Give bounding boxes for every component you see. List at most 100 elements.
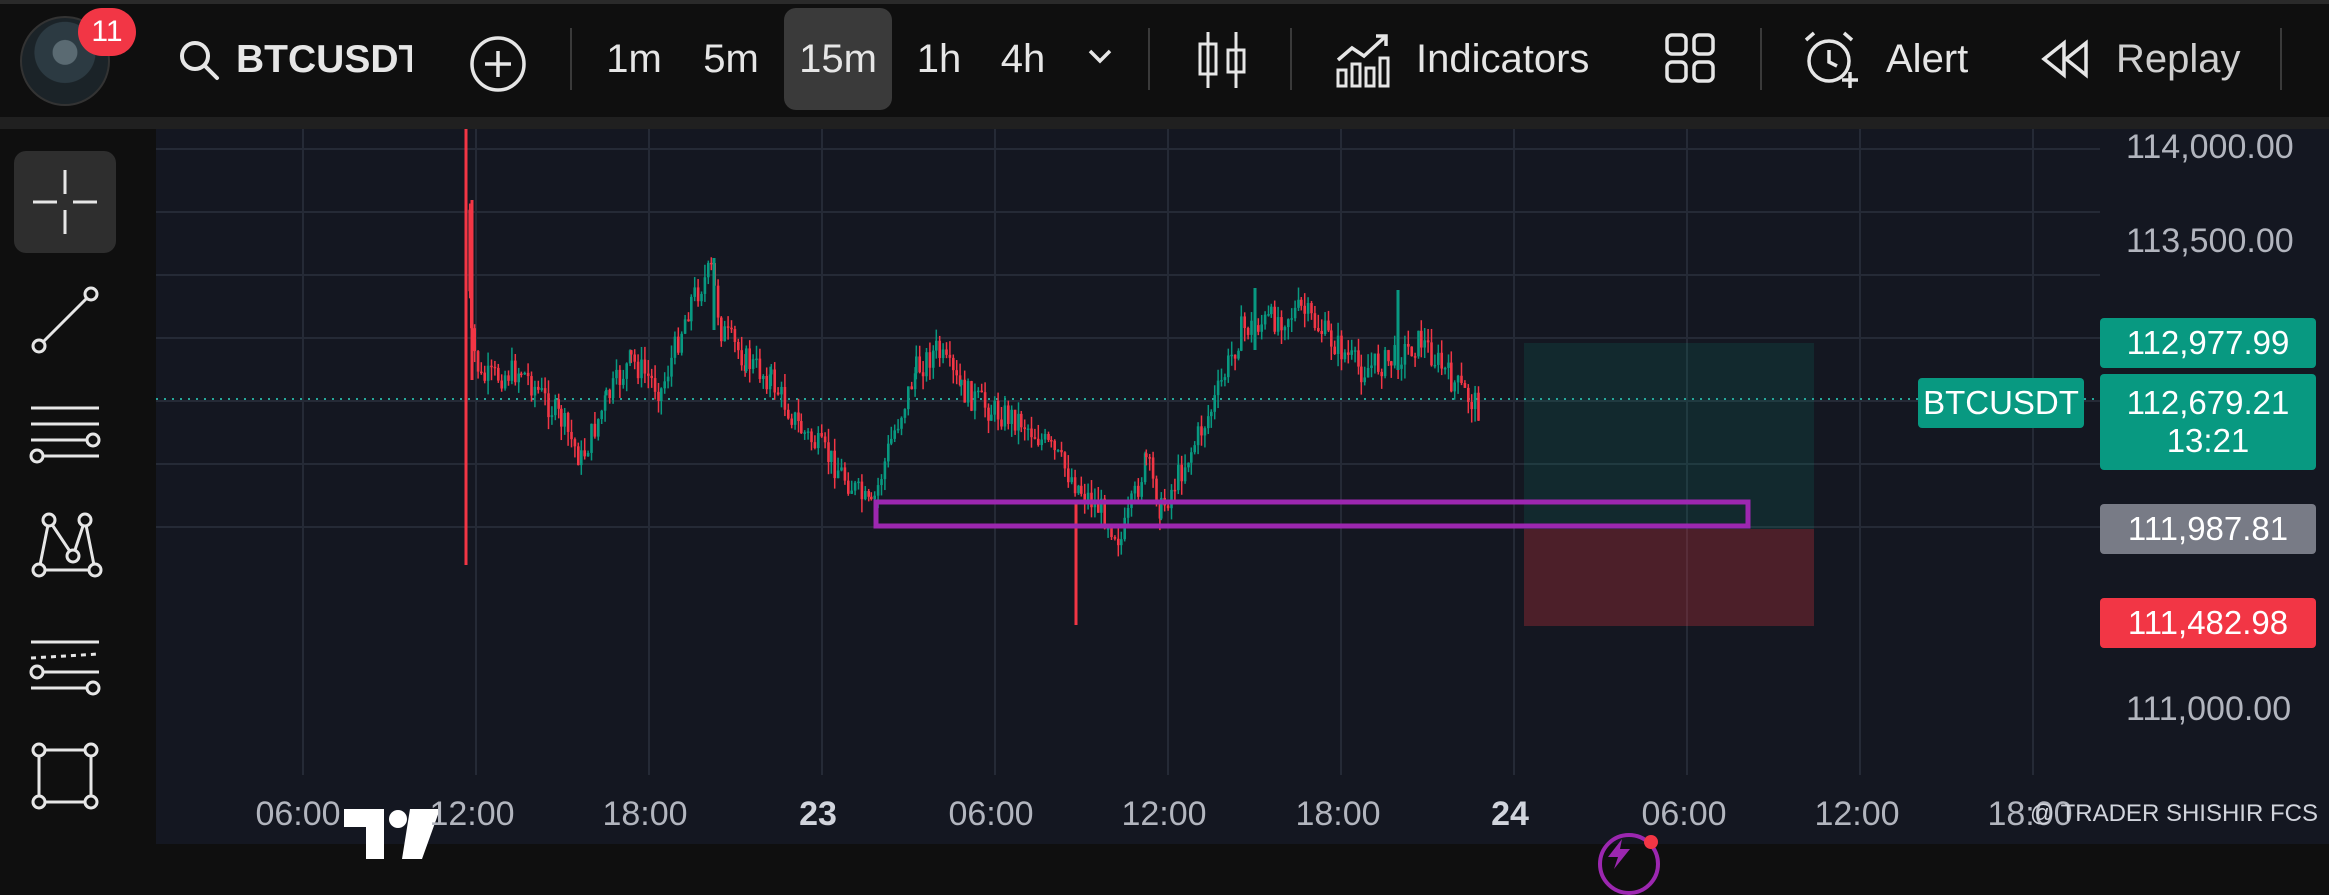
candle-body <box>780 386 783 395</box>
candle-body <box>1267 314 1270 316</box>
drawing-toolbar <box>0 129 144 844</box>
candle-body <box>1353 350 1357 352</box>
candle-body <box>622 378 625 385</box>
notification-badge: 11 <box>78 8 136 56</box>
candle-body <box>1343 352 1347 360</box>
add-symbol-button[interactable] <box>468 34 528 94</box>
candle-body <box>603 395 607 411</box>
candle-body <box>941 349 945 358</box>
candle-body <box>520 373 523 376</box>
candle-body <box>1417 330 1420 357</box>
candle-body <box>918 356 921 373</box>
rectangle-tool[interactable] <box>14 725 116 827</box>
candle-body <box>628 350 632 364</box>
candle-body <box>630 350 633 355</box>
candle-body <box>830 450 833 462</box>
current-price-tag: 112,679.21 13:21 <box>2100 374 2316 470</box>
candle-body <box>577 446 580 466</box>
candle-body <box>533 386 537 396</box>
candle-body <box>1103 498 1106 529</box>
pattern-tool[interactable] <box>14 495 116 597</box>
indicators-button[interactable]: Indicators <box>1334 24 1589 94</box>
candle-body <box>1246 328 1250 335</box>
candle-body <box>1463 383 1467 388</box>
candle-body <box>758 358 762 380</box>
candle-body <box>550 415 554 418</box>
candle-body <box>1158 504 1162 519</box>
candle-body <box>573 439 577 447</box>
candle-body <box>1145 453 1148 458</box>
candle-body <box>586 452 590 457</box>
candle-body <box>1040 439 1043 446</box>
candle-body <box>1470 402 1473 410</box>
candle-body <box>751 359 755 369</box>
candle-body <box>1183 467 1187 482</box>
candle-body <box>762 375 765 380</box>
candle-body <box>608 389 611 399</box>
candle-body <box>843 467 847 481</box>
candle-body <box>1366 367 1370 378</box>
current-price: 112,679.21 <box>2126 384 2290 421</box>
trend-line-tool[interactable] <box>14 269 116 371</box>
target-price-tag: 112,977.99 <box>2100 318 2316 368</box>
interval-5m[interactable]: 5m <box>703 36 759 81</box>
candle-body <box>493 366 497 369</box>
candle-body <box>1020 413 1023 428</box>
chart-type-button[interactable] <box>1192 28 1252 92</box>
lightning-icon <box>1608 839 1630 869</box>
candle-body <box>1363 377 1366 383</box>
candle-body <box>1413 356 1417 358</box>
candle-body <box>1151 457 1155 479</box>
time-axis-label: 18:00 <box>602 795 688 833</box>
candle-body <box>1180 464 1183 482</box>
crosshair-tool[interactable] <box>14 151 116 253</box>
candle-body <box>677 336 680 353</box>
chart-pane[interactable] <box>156 129 2329 895</box>
candle-body <box>723 326 726 342</box>
candle-body <box>615 369 618 379</box>
fib-tool[interactable] <box>14 613 116 715</box>
candle-body <box>1426 340 1430 343</box>
candle-body <box>557 399 560 409</box>
candle-body <box>1407 343 1410 347</box>
interval-1h[interactable]: 1h <box>916 36 962 81</box>
candle-body <box>636 361 640 379</box>
candle-body <box>903 409 907 418</box>
tradingview-logo-icon <box>344 809 440 859</box>
interval-4h[interactable]: 4h <box>1000 36 1046 81</box>
time-axis-label: 06:00 <box>255 795 341 833</box>
candle-body <box>921 372 925 377</box>
replay-button[interactable]: Replay <box>2040 24 2241 94</box>
more-intervals-button[interactable] <box>1080 36 1120 76</box>
candle-body <box>1393 345 1396 366</box>
layouts-button[interactable] <box>1664 32 1716 84</box>
candle-body <box>540 388 543 390</box>
candle-body <box>1023 427 1026 430</box>
candle-body <box>1340 335 1343 360</box>
candle-body <box>1390 361 1393 366</box>
candle-body <box>720 317 723 342</box>
candle-body <box>1017 413 1020 431</box>
interval-15m[interactable]: 15m <box>784 8 892 110</box>
candle-body <box>1113 537 1117 539</box>
search-icon <box>180 41 219 80</box>
support-zone-rectangle[interactable] <box>873 499 1751 529</box>
candle-body <box>583 450 586 457</box>
horizontal-lines-tool[interactable] <box>14 381 116 483</box>
candle-body <box>745 348 748 372</box>
alert-button[interactable]: Alert <box>1800 24 1968 94</box>
candle-body <box>932 350 935 368</box>
candle-body <box>928 352 932 368</box>
symbol-search-button[interactable]: BTCUSDT <box>176 30 412 90</box>
candle-body <box>693 287 696 297</box>
price-chart[interactable] <box>156 129 2329 844</box>
candle-body <box>1086 492 1090 502</box>
interval-1m[interactable]: 1m <box>606 36 662 81</box>
candle-body <box>1317 327 1320 332</box>
candle-body <box>850 490 853 494</box>
candle-body <box>543 388 547 394</box>
candle-body <box>755 358 758 361</box>
candle-body <box>867 491 870 497</box>
fib-icon <box>29 640 101 696</box>
candle-body <box>1207 416 1210 429</box>
